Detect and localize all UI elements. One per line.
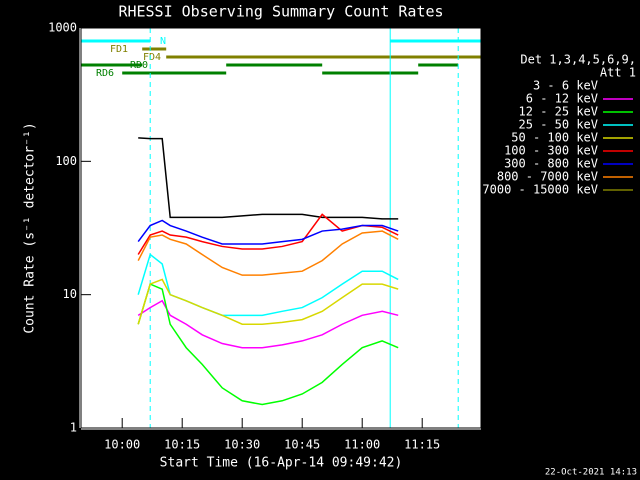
series-line — [137, 283, 399, 406]
legend-label: 12 - 25 keV — [519, 105, 598, 119]
y-axis-label: Count Rate (s⁻¹ detector⁻¹) — [23, 122, 38, 333]
flag-label: RD0 — [130, 60, 148, 71]
legend-label: 300 - 800 keV — [504, 157, 598, 171]
series-line — [137, 253, 399, 317]
x-tick-label: 10:45 — [284, 438, 320, 452]
legend-label: 6 - 12 keV — [526, 92, 598, 106]
axis-frame — [80, 27, 482, 429]
x-axis-label: Start Time (16-Apr-14 09:49:42) — [160, 456, 403, 471]
legend-label: 3 - 6 keV — [533, 79, 598, 93]
series-line — [138, 137, 399, 220]
y-tick-label: 1000 — [48, 21, 77, 35]
legend-title: Det 1,3,4,5,6,9, — [520, 53, 636, 67]
flag-label: FD4 — [143, 52, 161, 63]
legend-label: 7000 - 15000 keV — [482, 183, 598, 197]
flag-label: RD6 — [96, 68, 114, 79]
series-line — [137, 213, 399, 255]
y-tick-label: 10 — [63, 287, 77, 301]
legend-label: 100 - 300 keV — [504, 144, 598, 158]
legend-label: 800 - 7000 keV — [497, 170, 598, 184]
legend-label: 25 - 50 keV — [519, 118, 598, 132]
footer: 22-Oct-2021 14:13 — [545, 468, 637, 478]
x-tick-label: 10:00 — [104, 438, 140, 452]
y-tick-label: 1 — [70, 421, 77, 435]
series-line — [137, 219, 399, 245]
x-tick-label: 10:30 — [224, 438, 260, 452]
series-line — [137, 278, 399, 325]
y-tick-label: 100 — [55, 154, 77, 168]
x-tick-label: 11:00 — [344, 438, 380, 452]
flag-label: FD1 — [110, 44, 128, 55]
x-tick-label: 10:15 — [164, 438, 200, 452]
legend-label: 50 - 100 keV — [511, 131, 598, 145]
flag-label: N — [160, 36, 166, 47]
legend-title: Att 1 — [600, 66, 636, 80]
series-line — [137, 230, 399, 276]
plot-area — [81, 28, 481, 428]
chart-title: RHESSI Observing Summary Count Rates — [118, 3, 443, 21]
x-tick-label: 11:15 — [404, 438, 440, 452]
